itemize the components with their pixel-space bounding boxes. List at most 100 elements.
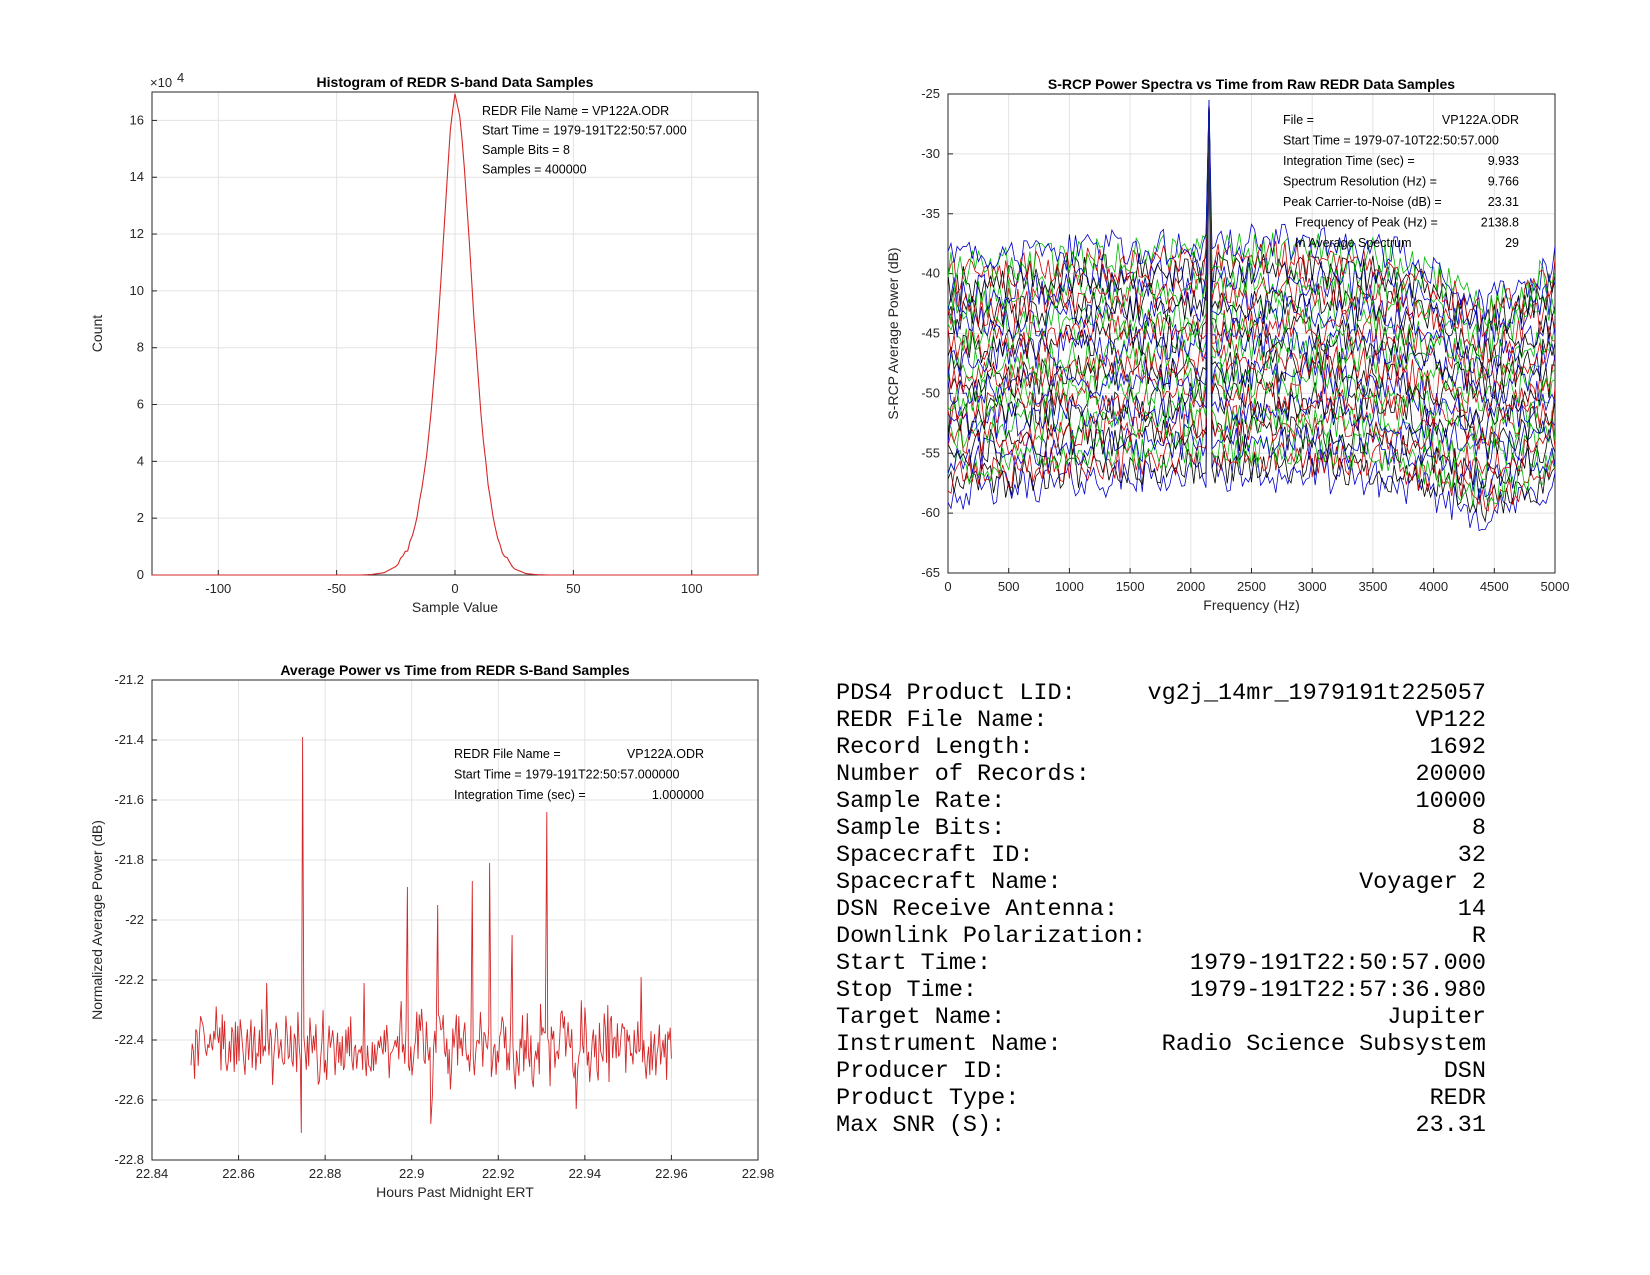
spectra-series-line (947, 99, 1556, 391)
summary-value: R (1471, 923, 1486, 950)
summary-label: Spacecraft Name: (836, 869, 1062, 896)
histogram-y-tick-label: 6 (137, 397, 144, 412)
summary-value: 20000 (1415, 761, 1486, 788)
spectra-x-tick-label: 5000 (1541, 579, 1570, 594)
spectra-x-axis-label: Frequency (Hz) (1203, 597, 1299, 613)
spectra-x-tick-label: 3500 (1358, 579, 1387, 594)
spectra-y-tick-label: -25 (921, 86, 940, 101)
histogram-y-tick-label: 8 (137, 340, 144, 355)
avgpower-x-tick-label: 22.98 (742, 1166, 775, 1181)
spectra-annotation-value: 9.933 (1488, 154, 1519, 168)
summary-label: Producer ID: (836, 1058, 1006, 1085)
avgpower-axes: 22.84 22.86 22.88 22.9 22.92 22.94 22.96 22.98 -… (89, 662, 774, 1200)
summary-value: 8 (1471, 815, 1486, 842)
avgpower-annotation-value: 1.000000 (652, 788, 704, 802)
spectra-annotation-label: Integration Time (sec) = (1283, 154, 1415, 168)
spectra-annotation-value: 2138.8 (1481, 216, 1519, 230)
spectra-series-line (947, 99, 1556, 338)
spectra-x-tick-label: 0 (944, 579, 951, 594)
spectra-series-line (947, 99, 1556, 480)
avgpower-plot-frame (151, 679, 759, 1161)
avgpower-y-tick-label: -22.8 (114, 1152, 144, 1167)
spectra-x-tick-label: 3000 (1298, 579, 1327, 594)
spectra-y-tick-label: -30 (921, 146, 940, 161)
spectra-x-tick-label: 500 (998, 579, 1020, 594)
histogram-y-tick-label: 12 (130, 226, 144, 241)
summary-label: DSN Receive Antenna: (836, 896, 1119, 923)
avgpower-line (190, 736, 672, 1134)
summary-row: Start Time: 1979-191T22:50:57.000 (836, 950, 1486, 977)
avgpower-y-tick-label: -21.8 (114, 852, 144, 867)
avgpower-x-tick-label: 22.9 (399, 1166, 424, 1181)
histogram-x-axis-label: Sample Value (412, 599, 498, 615)
summary-value: DSN (1443, 1058, 1486, 1085)
spectra-series-line (947, 99, 1556, 412)
summary-label: Target Name: (836, 1004, 1006, 1031)
histogram-annotation: Samples = 400000 (482, 163, 587, 177)
spectra-series-line (947, 99, 1556, 430)
histogram-x-tick-label: -100 (205, 581, 231, 596)
histogram-y-tick-label: 16 (130, 112, 144, 127)
avgpower-y-tick-label: -22.4 (114, 1032, 144, 1047)
histogram-y-axis-label: Count (89, 315, 105, 352)
summary-label: Spacecraft ID: (836, 842, 1034, 869)
spectra-annotation-label: Peak Carrier-to-Noise (dB) = (1283, 195, 1442, 209)
histogram-plot-frame (151, 91, 759, 576)
summary-row: Downlink Polarization: R (836, 923, 1486, 950)
avgpower-annotation-label: Integration Time (sec) = (454, 788, 586, 802)
spectra-series-line (947, 99, 1556, 379)
summary-row: Number of Records: 20000 (836, 761, 1486, 788)
histogram-y-tick-label: 14 (130, 169, 144, 184)
summary-value: Voyager 2 (1359, 869, 1486, 896)
spectra-y-tick-label: -65 (921, 565, 940, 580)
histogram-y-tick-label: 4 (137, 453, 144, 468)
histogram-y-tick-label: 10 (130, 283, 144, 298)
histogram-x-tick-label: 50 (566, 581, 580, 596)
summary-value: 32 (1457, 842, 1486, 869)
summary-value: REDR (1429, 1085, 1486, 1112)
spectra-y-tick-label: -60 (921, 505, 940, 520)
spectra-annotation-value: VP122A.ODR (1442, 113, 1519, 127)
spectra-series-line (947, 99, 1556, 364)
avgpower-annotation-label: REDR File Name = (454, 747, 561, 761)
histogram-annotation: Start Time = 1979-191T22:50:57.000 (482, 124, 687, 138)
histogram-annotation: Sample Bits = 8 (482, 143, 570, 157)
avgpower-y-tick-label: -21.6 (114, 792, 144, 807)
spectra-x-tick-label: 4000 (1419, 579, 1448, 594)
summary-label: Sample Rate: (836, 788, 1006, 815)
avgpower-annotation-value: VP122A.ODR (627, 747, 704, 761)
histogram-y-tick-label: 0 (137, 567, 144, 582)
summary-row: Max SNR (S): 23.31 (836, 1112, 1486, 1139)
summary-row: Spacecraft Name: Voyager 2 (836, 869, 1486, 896)
summary-value: 1979-191T22:57:36.980 (1189, 977, 1486, 1004)
summary-row: PDS4 Product LID: vg2j_14mr_1979191t22505… (836, 680, 1486, 707)
spectra-y-tick-label: -40 (921, 266, 940, 281)
summary-value: Jupiter (1387, 1004, 1486, 1031)
avgpower-annotation-label: Start Time = 1979-191T22:50:57.000000 (454, 768, 680, 782)
spectra-x-tick-label: 1000 (1055, 579, 1084, 594)
spectra-annotation-label: File = (1283, 113, 1314, 127)
histogram-y-exponent-label: ×10 (150, 75, 172, 90)
summary-row: Sample Bits: 8 (836, 815, 1486, 842)
avgpower-y-tick-label: -22.2 (114, 972, 144, 987)
summary-value: 1979-191T22:50:57.000 (1189, 950, 1486, 977)
spectra-annotation-label: Spectrum Resolution (Hz) = (1283, 175, 1437, 189)
spectra-x-tick-label: 2500 (1237, 579, 1266, 594)
spectra-series-line (947, 118, 1556, 523)
summary-row: Producer ID: DSN (836, 1058, 1486, 1085)
histogram-x-tick-label: 100 (681, 581, 703, 596)
spectra-series-line (947, 99, 1556, 335)
histogram-title: Histogram of REDR S-band Data Samples (317, 74, 594, 90)
summary-value: 23.31 (1415, 1112, 1486, 1139)
summary-value: 10000 (1415, 788, 1486, 815)
spectra-series-line (947, 105, 1556, 471)
avgpower-x-axis-label: Hours Past Midnight ERT (376, 1184, 534, 1200)
spectra-annotation-value: 23.31 (1488, 195, 1519, 209)
spectra-series-line (947, 128, 1556, 532)
spectra-series-line (947, 99, 1556, 412)
histogram-annotation: REDR File Name = VP122A.ODR (482, 104, 669, 118)
histogram-y-exponent-power: 4 (177, 70, 184, 85)
summary-label: Number of Records: (836, 761, 1090, 788)
summary-label: PDS4 Product LID: (836, 680, 1076, 707)
